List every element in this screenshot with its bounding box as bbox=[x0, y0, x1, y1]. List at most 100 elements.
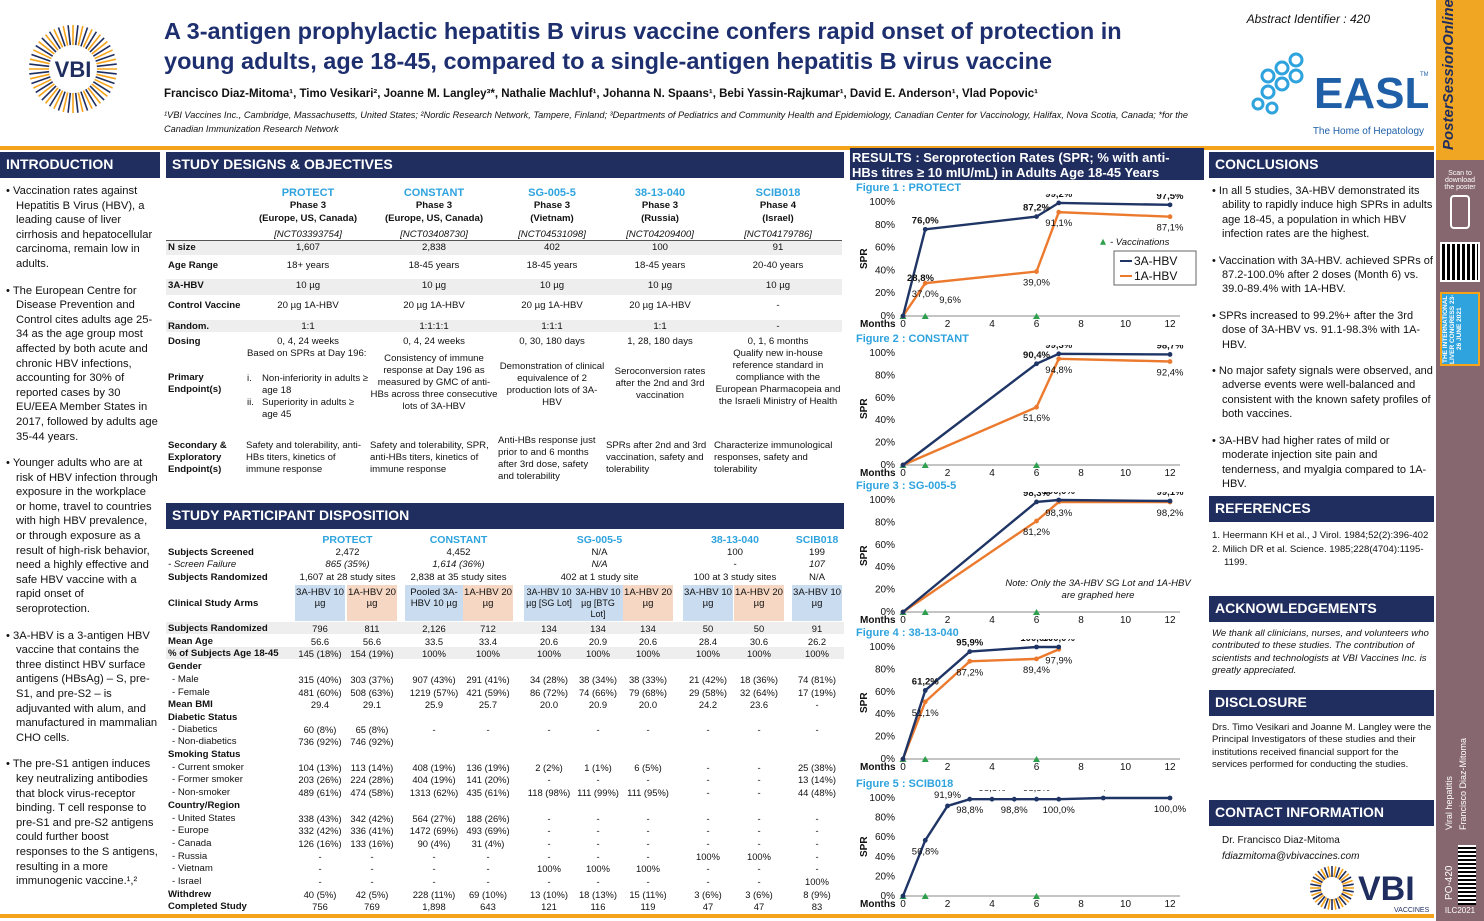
conclusion-bullet: • No major safety signals were observed,… bbox=[1212, 365, 1433, 421]
table-cell: 17 (19%) bbox=[797, 686, 837, 698]
table-cell: 865 (35%) bbox=[325, 559, 370, 570]
table-cell: 10 µg bbox=[295, 280, 321, 291]
table-cell: - bbox=[547, 774, 551, 786]
table-cell: 0, 1, 6 months bbox=[747, 336, 809, 347]
x-tick-label: 6 bbox=[1034, 615, 1040, 626]
figure-title: Figure 3 : SG-005-5 bbox=[856, 480, 957, 492]
data-label: 87,1% bbox=[1157, 223, 1184, 234]
data-label: 98,7% bbox=[1157, 345, 1184, 351]
data-point bbox=[922, 226, 928, 232]
data-point bbox=[900, 313, 906, 319]
x-tick-label: 12 bbox=[1164, 319, 1176, 330]
legend-1a-label: 1A-HBV bbox=[1134, 269, 1177, 283]
study-name: CONSTANT bbox=[403, 187, 465, 199]
x-tick-label: 4 bbox=[989, 762, 995, 773]
series-line bbox=[902, 498, 1171, 613]
table-cell: - bbox=[757, 825, 761, 837]
table-cell: 342 (42%) bbox=[350, 812, 394, 824]
table-cell: 21 (42%) bbox=[688, 673, 728, 685]
table-cell: 100 bbox=[651, 242, 668, 253]
table-cell: 100% bbox=[422, 648, 446, 660]
table-cell: 100% bbox=[636, 863, 660, 875]
table-cell: 24.2 bbox=[698, 699, 718, 711]
table-cell: 1:1 bbox=[301, 321, 315, 332]
contact-email[interactable]: fdiazmitoma@vbivaccines.com bbox=[1222, 851, 1360, 862]
table-cell: 15 (11%) bbox=[629, 888, 667, 900]
row-label: - Israel bbox=[172, 876, 202, 887]
row-label: Completed Study bbox=[168, 901, 247, 913]
row-label: 3A-HBV bbox=[168, 280, 204, 291]
brand-text: PosterSessionOnline bbox=[1440, 0, 1457, 150]
table-cell: 435 (61%) bbox=[466, 787, 510, 799]
data-label: 37,0% bbox=[912, 289, 939, 300]
table-cell: - bbox=[757, 774, 761, 786]
data-label: 76,0% bbox=[912, 215, 939, 226]
table-cell: 10 µg bbox=[765, 280, 791, 291]
y-tick-label: 20% bbox=[875, 732, 895, 743]
table-cell: 643 bbox=[480, 901, 496, 913]
table-cell: 10 µg bbox=[539, 280, 565, 291]
data-point bbox=[945, 803, 950, 809]
x-tick-label: 0 bbox=[900, 319, 906, 330]
table-cell: 291 (41%) bbox=[466, 673, 510, 685]
row-label: - Non-smoker bbox=[172, 787, 231, 799]
secondary-endpoint: Safety and tolerability, anti-HBs titers… bbox=[246, 440, 362, 475]
table-cell: - bbox=[757, 863, 761, 875]
table-cell: 18 (36%) bbox=[739, 673, 779, 685]
table-cell: - bbox=[757, 723, 761, 735]
table-cell: 100% bbox=[696, 850, 720, 862]
poster-session-online-banner[interactable]: PosterSessionOnline bbox=[1436, 0, 1484, 160]
conclusion-bullet: • 3A-HBV had higher rates of mild or mod… bbox=[1212, 434, 1427, 490]
row-label: Control Vaccine bbox=[168, 300, 241, 311]
table-cell: 111 (95%) bbox=[627, 787, 669, 799]
table-cell: N/A bbox=[591, 559, 608, 570]
intro-bullet: • 3A-HBV is a 3-antigen HBV vaccine that… bbox=[6, 629, 158, 744]
intro-bullet: • The European Centre for Disease Preven… bbox=[6, 284, 158, 443]
spr-line-chart: 0% 20% 40% 60% 80% 100% 0 2 4 6 8 10 12 Months SPR 76,0… bbox=[859, 194, 1197, 330]
vaccination-marker bbox=[921, 756, 929, 762]
study-nct: [NCT04531098] bbox=[518, 229, 586, 240]
table-cell: - bbox=[596, 723, 600, 735]
table-cell: 18-45 years bbox=[408, 260, 460, 271]
figure-note: Note: Only the 3A-HBV SG Lot and 1A-HBV … bbox=[1005, 578, 1191, 601]
qr-code-icon[interactable] bbox=[1440, 242, 1480, 282]
y-tick-label: 80% bbox=[875, 664, 895, 675]
y-tick-label: 0% bbox=[881, 311, 896, 322]
table-cell: - bbox=[646, 774, 650, 786]
table-cell: 100% bbox=[805, 648, 829, 660]
row-label: Age Range bbox=[168, 260, 219, 271]
data-point bbox=[1100, 795, 1106, 801]
study-nct: [NCT04179786] bbox=[744, 229, 812, 240]
table-cell: 100% bbox=[805, 876, 829, 887]
y-tick-label: 100% bbox=[869, 495, 895, 506]
table-cell: 25 (38%) bbox=[797, 761, 837, 773]
x-tick-label: 0 bbox=[900, 468, 906, 479]
conclusion-bullet: • In all 5 studies, 3A-HBV demonstrated … bbox=[1212, 185, 1433, 241]
study-region: (Vietnam) bbox=[530, 213, 574, 224]
row-label: % of Subjects Age 18-45 bbox=[168, 648, 279, 660]
data-label: 97,9% bbox=[1045, 655, 1072, 666]
vaccination-marker bbox=[1033, 893, 1040, 899]
table-cell: - bbox=[432, 876, 436, 887]
row-label: - United States bbox=[172, 812, 236, 824]
table-cell: - bbox=[486, 850, 490, 862]
row-label: - Russia bbox=[172, 850, 208, 862]
table-cell: 118 (98%) bbox=[527, 787, 571, 799]
table-cell: 404 (19%) bbox=[412, 774, 456, 786]
table-cell: - bbox=[547, 850, 551, 862]
phone-icon bbox=[1450, 195, 1470, 229]
data-label: 98,8% bbox=[1023, 790, 1050, 794]
data-point bbox=[1056, 644, 1062, 650]
table-cell: 1,898 bbox=[422, 901, 446, 913]
table-cell: 188 (26%) bbox=[466, 812, 510, 824]
table-cell: 56.6 bbox=[362, 635, 382, 647]
study-arm: 3A-HBV 10 µg bbox=[683, 585, 733, 621]
study-name: SCIB018 bbox=[795, 534, 839, 546]
table-cell: 83 bbox=[811, 901, 823, 913]
x-tick-label: 8 bbox=[1078, 899, 1084, 910]
data-point bbox=[922, 837, 928, 843]
table-cell: 0, 30, 180 days bbox=[519, 336, 585, 347]
primary-endpoint: Qualify new in-house reference standard … bbox=[715, 348, 841, 407]
study-nct: [NCT03393754] bbox=[274, 229, 342, 240]
table-cell: - bbox=[547, 723, 551, 735]
